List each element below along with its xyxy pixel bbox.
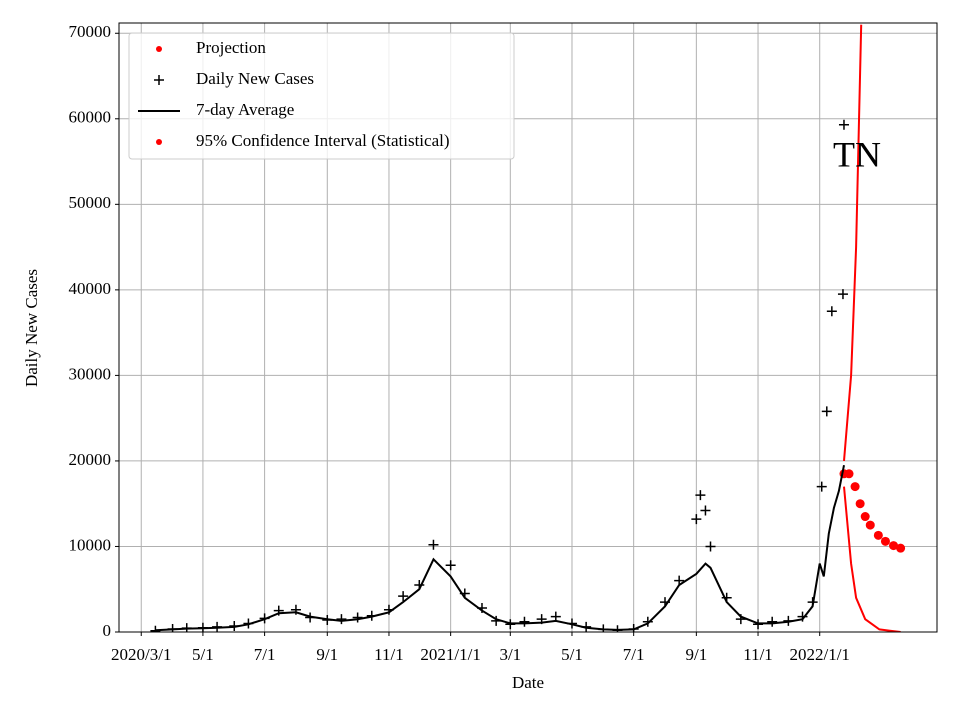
projection-point (865, 520, 875, 530)
legend-swatch (156, 46, 162, 52)
x-tick-label: 9/1 (685, 645, 707, 664)
case-marker (428, 539, 439, 550)
ci-upper-line (843, 24, 863, 461)
case-marker (398, 591, 409, 602)
case-marker (837, 289, 848, 300)
plot-frame (118, 22, 938, 633)
legend-label: Projection (196, 38, 266, 57)
x-tick-label: 7/1 (254, 645, 276, 664)
x-tick-label: 11/1 (743, 645, 773, 664)
y-axis-label: Daily New Cases (22, 269, 41, 387)
case-marker (695, 490, 706, 501)
case-marker (816, 481, 827, 492)
x-axis-label: Date (512, 673, 544, 692)
case-marker (821, 406, 832, 417)
x-tick-label: 2020/3/1 (111, 645, 171, 664)
legend-box (128, 32, 515, 160)
legend-swatch (156, 139, 162, 145)
average-line (155, 465, 845, 632)
y-tick-label: 50000 (69, 193, 112, 212)
projection-point (844, 469, 854, 479)
y-tick-label: 30000 (69, 364, 112, 383)
case-marker (336, 614, 347, 625)
projection-point (860, 512, 870, 522)
case-marker (705, 541, 716, 552)
projection-point (873, 530, 883, 540)
y-tick-label: 0 (103, 621, 112, 640)
legend-label: Daily New Cases (196, 69, 314, 88)
case-marker (445, 560, 456, 571)
case-marker (691, 514, 702, 525)
y-tick-label: 20000 (69, 450, 112, 469)
case-marker (519, 616, 530, 627)
x-tick-label: 2022/1/1 (789, 645, 849, 664)
projection-point (889, 541, 899, 551)
case-marker (826, 306, 837, 317)
x-tick-label: 11/1 (374, 645, 404, 664)
case-marker (838, 119, 849, 130)
projection-point (880, 536, 890, 546)
projection-point (855, 499, 865, 509)
case-marker (767, 616, 778, 627)
y-tick-label: 10000 (69, 535, 112, 554)
x-tick-label: 9/1 (316, 645, 338, 664)
x-tick-label: 7/1 (623, 645, 645, 664)
y-tick-label: 60000 (69, 108, 112, 127)
annotation: TN (833, 134, 881, 174)
legend-label: 7-day Average (196, 100, 294, 119)
case-marker (352, 612, 363, 623)
legend-label: 95% Confidence Interval (Statistical) (196, 131, 450, 150)
case-marker (642, 616, 653, 627)
x-tick-label: 5/1 (561, 645, 583, 664)
x-tick-label: 2021/1/1 (420, 645, 480, 664)
projection-point (850, 482, 860, 492)
x-tick-label: 3/1 (499, 645, 521, 664)
y-tick-label: 40000 (69, 279, 112, 298)
x-tick-label: 5/1 (192, 645, 214, 664)
case-marker (700, 505, 711, 516)
ci-lower-line (843, 486, 901, 632)
legend-swatch (154, 75, 164, 85)
projection-point (896, 543, 906, 553)
y-tick-label: 70000 (69, 22, 112, 41)
